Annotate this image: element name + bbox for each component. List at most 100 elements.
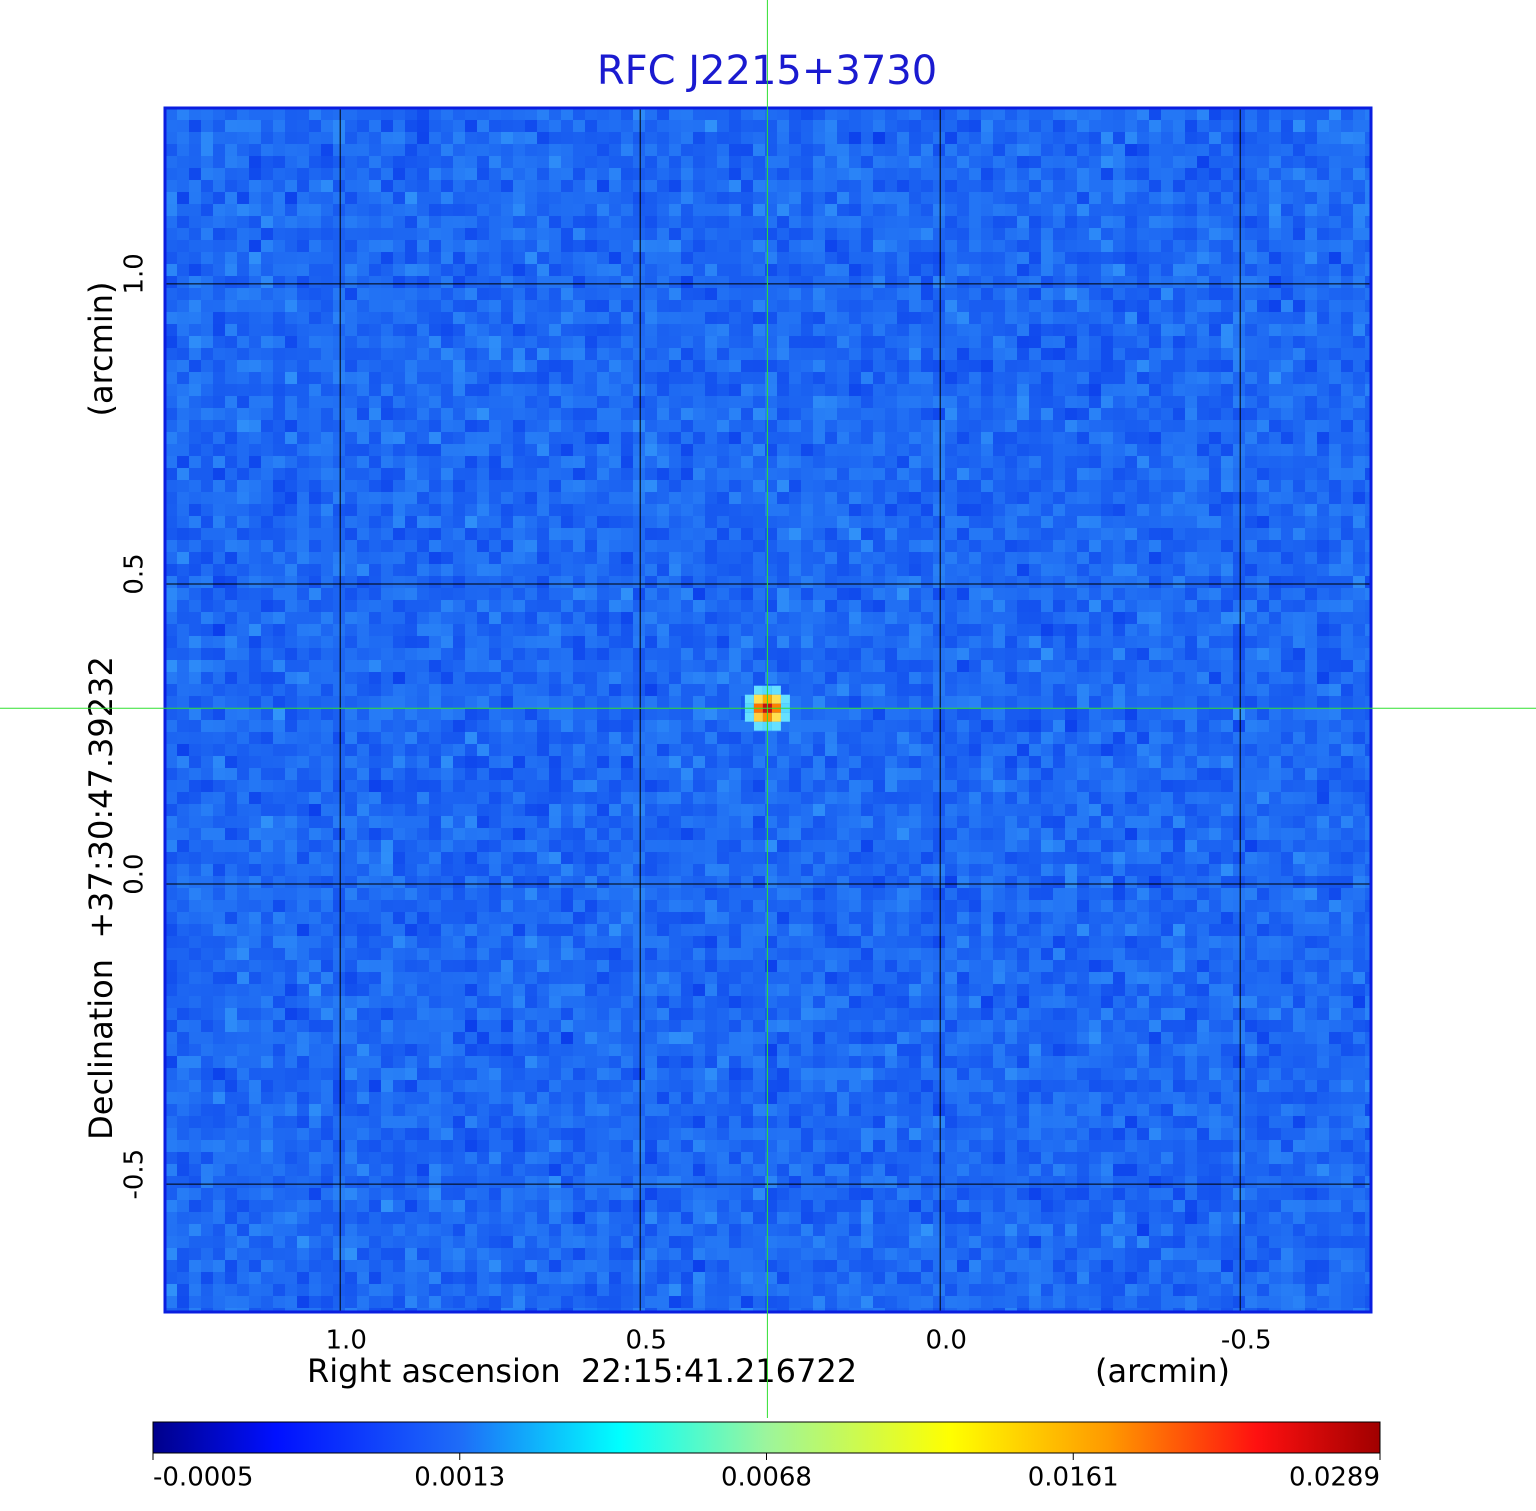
pixel <box>1269 336 1281 348</box>
pixel <box>861 480 873 492</box>
pixel <box>1005 144 1017 156</box>
pixel <box>453 324 465 336</box>
pixel <box>513 360 525 372</box>
pixel <box>633 180 645 192</box>
pixel <box>321 564 333 576</box>
pixel <box>753 300 765 312</box>
pixel <box>609 624 621 636</box>
pixel <box>1161 120 1173 132</box>
pixel <box>501 660 513 672</box>
pixel <box>825 240 837 252</box>
pixel <box>1245 312 1257 324</box>
pixel <box>1293 420 1305 432</box>
pixel <box>897 456 909 468</box>
pixel <box>885 660 897 672</box>
pixel <box>753 312 765 324</box>
pixel <box>525 504 537 516</box>
pixel <box>597 216 609 228</box>
pixel <box>765 492 777 504</box>
pixel <box>957 660 969 672</box>
pixel <box>1245 120 1257 132</box>
pixel <box>513 252 525 264</box>
pixel <box>765 672 777 684</box>
pixel <box>201 324 213 336</box>
pixel <box>561 600 573 612</box>
pixel <box>1233 444 1245 456</box>
pixel <box>1065 312 1077 324</box>
pixel <box>945 288 957 300</box>
pixel <box>345 432 357 444</box>
pixel <box>1005 636 1017 648</box>
pixel <box>1209 420 1221 432</box>
pixel <box>1293 324 1305 336</box>
pixel <box>681 324 693 336</box>
pixel <box>225 192 237 204</box>
pixel <box>861 132 873 144</box>
pixel <box>1269 156 1281 168</box>
pixel <box>381 696 393 708</box>
pixel <box>237 300 249 312</box>
pixel <box>177 312 189 324</box>
pixel <box>765 120 777 132</box>
pixel <box>669 132 681 144</box>
pixel <box>897 684 909 696</box>
pixel <box>261 432 273 444</box>
pixel <box>213 600 225 612</box>
pixel <box>897 396 909 408</box>
pixel <box>1221 504 1233 516</box>
pixel <box>201 240 213 252</box>
pixel <box>453 192 465 204</box>
pixel <box>225 492 237 504</box>
pixel <box>969 540 981 552</box>
pixel <box>1017 516 1029 528</box>
pixel <box>1101 348 1113 360</box>
pixel <box>645 696 657 708</box>
pixel <box>441 624 453 636</box>
pixel <box>261 396 273 408</box>
pixel <box>801 228 813 240</box>
pixel <box>1233 672 1245 684</box>
pixel <box>1245 276 1257 288</box>
pixel <box>573 300 585 312</box>
pixel <box>477 324 489 336</box>
pixel <box>285 240 297 252</box>
pixel <box>1077 576 1089 588</box>
pixel <box>1053 240 1065 252</box>
pixel <box>693 372 705 384</box>
pixel <box>825 528 837 540</box>
pixel <box>441 216 453 228</box>
pixel <box>1281 312 1293 324</box>
pixel <box>1341 660 1353 672</box>
pixel <box>573 168 585 180</box>
pixel <box>1245 144 1257 156</box>
pixel <box>765 156 777 168</box>
pixel <box>681 576 693 588</box>
pixel <box>945 600 957 612</box>
pixel <box>1137 444 1149 456</box>
pixel <box>357 288 369 300</box>
pixel <box>729 564 741 576</box>
pixel <box>1209 528 1221 540</box>
pixel <box>1041 612 1053 624</box>
pixel <box>597 156 609 168</box>
pixel <box>333 288 345 300</box>
pixel <box>969 384 981 396</box>
pixel <box>465 576 477 588</box>
pixel <box>1353 648 1365 660</box>
pixel <box>1353 276 1365 288</box>
pixel <box>693 264 705 276</box>
pixel <box>1101 600 1113 612</box>
pixel <box>1065 432 1077 444</box>
pixel <box>1365 540 1371 552</box>
pixel <box>1329 348 1341 360</box>
pixel <box>249 624 261 636</box>
pixel <box>1185 636 1197 648</box>
pixel <box>273 684 285 696</box>
pixel <box>297 600 309 612</box>
pixel <box>885 288 897 300</box>
pixel <box>693 240 705 252</box>
pixel <box>273 468 285 480</box>
pixel <box>177 372 189 384</box>
pixel <box>741 468 753 480</box>
pixel <box>453 120 465 132</box>
